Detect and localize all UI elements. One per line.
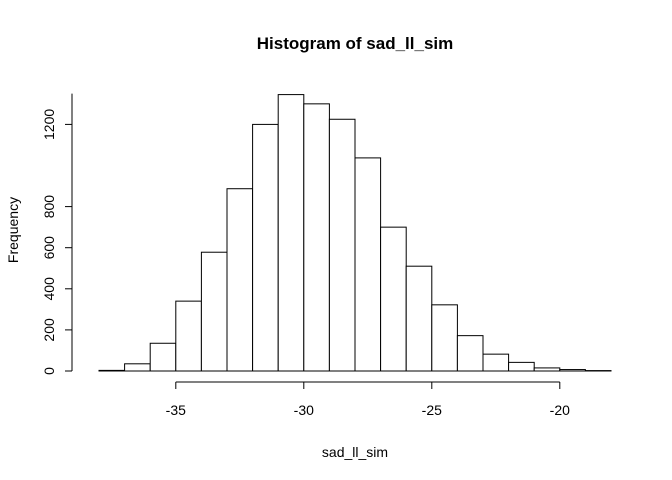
x-tick-label: -20 — [550, 402, 570, 418]
histogram-bar — [124, 363, 151, 372]
y-tick-label: 600 — [41, 236, 57, 260]
x-tick-label: -35 — [166, 402, 186, 418]
histogram-bar — [277, 94, 305, 372]
x-axis-label: sad_ll_sim — [322, 444, 388, 460]
y-tick-label: 400 — [41, 277, 57, 301]
histogram-bar — [559, 369, 586, 372]
x-tick-label: -25 — [422, 402, 442, 418]
histogram-bar — [482, 353, 510, 372]
histogram-bar — [380, 226, 407, 372]
histogram-bar — [354, 157, 382, 372]
histogram-bar — [226, 188, 254, 372]
histogram-bar — [200, 251, 228, 372]
y-axis: 0 200 400 600 800 1200 — [41, 93, 73, 375]
y-axis-label: Frequency — [5, 197, 21, 263]
histogram-bar — [456, 335, 484, 372]
histogram-bar — [328, 118, 356, 372]
histogram-bar — [149, 342, 177, 372]
histogram-bar — [533, 367, 561, 372]
y-tick-label: 200 — [41, 318, 57, 342]
x-tick-label: -30 — [294, 402, 314, 418]
y-tick-label: 800 — [41, 195, 57, 219]
histogram-bar — [405, 265, 433, 372]
histogram-bar — [303, 103, 330, 372]
histogram-bar — [98, 369, 126, 372]
x-axis: -35 -30 -25 -20 — [166, 381, 570, 418]
chart-title: Histogram of sad_ll_sim — [257, 34, 454, 53]
histogram-bar — [175, 300, 202, 372]
histogram-bar — [508, 361, 535, 372]
y-tick-label: 1200 — [41, 109, 57, 140]
histogram-bar — [431, 304, 458, 372]
bars-group — [98, 94, 612, 372]
y-tick-label: 0 — [41, 367, 57, 375]
histogram-bar — [252, 123, 279, 372]
